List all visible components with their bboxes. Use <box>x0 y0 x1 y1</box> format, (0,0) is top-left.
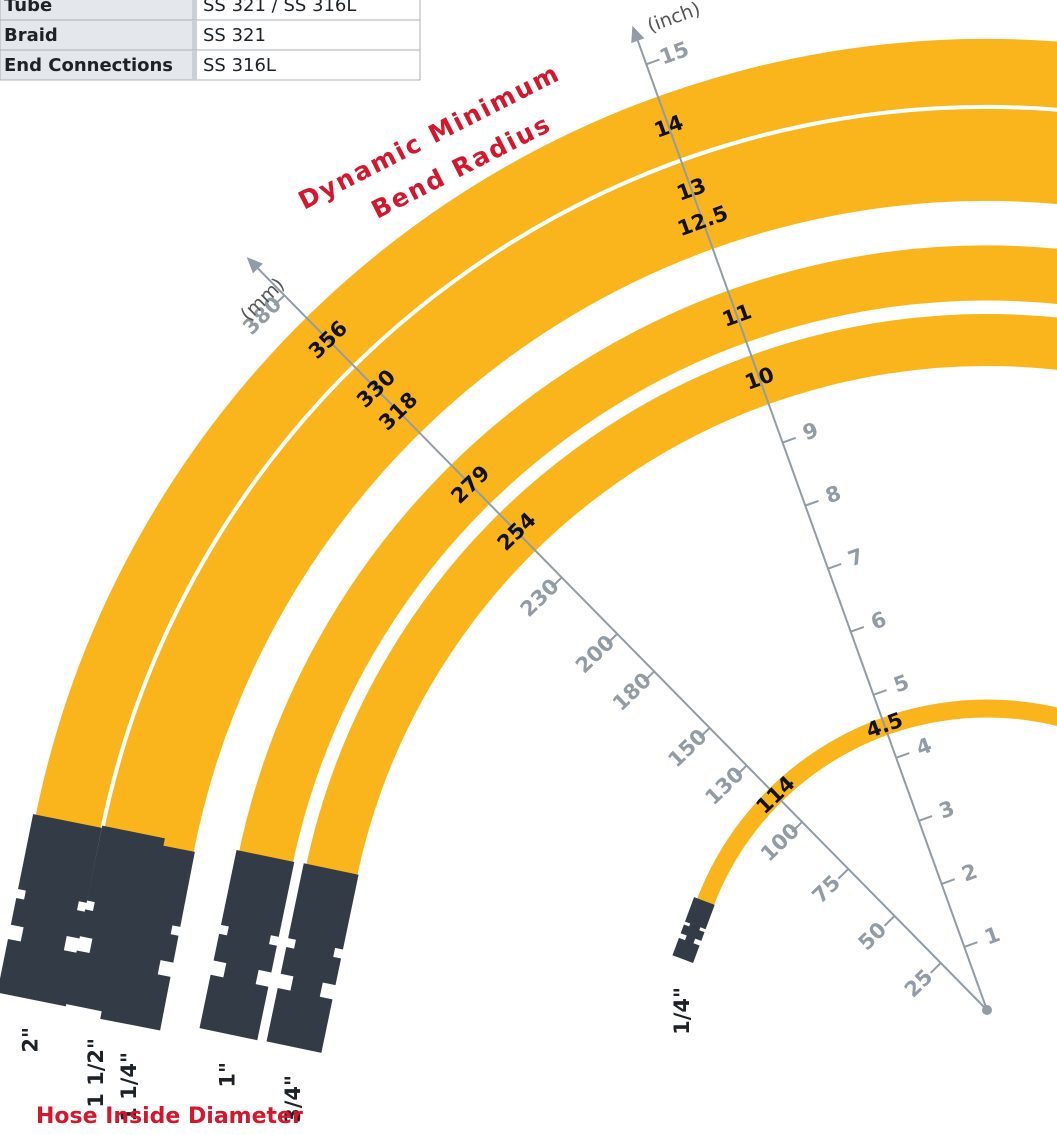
hose-fitting <box>672 897 715 963</box>
axis-tick <box>273 294 286 306</box>
axis-tick <box>735 764 748 777</box>
hose-band <box>104 109 1057 843</box>
axis-arrow <box>631 25 645 44</box>
axis-tick-label: 9 <box>799 418 821 446</box>
axis-tick-label: 100 <box>756 818 804 866</box>
table-divider <box>192 0 197 20</box>
axis-tick <box>918 815 933 822</box>
axis-origin <box>982 1005 992 1015</box>
hose-size-label: 1 1/4" <box>117 1052 141 1122</box>
table-divider <box>192 20 197 50</box>
hose-band <box>238 245 1057 866</box>
axis-tick-label: 150 <box>663 724 711 772</box>
bands <box>35 39 1057 909</box>
hose-size-label: 1" <box>215 1062 239 1088</box>
axis-tick <box>895 752 910 759</box>
inch-value: 4.5 <box>863 708 906 743</box>
axis-tick <box>698 727 711 739</box>
axis-tick-label: 75 <box>807 870 845 908</box>
axis-tick <box>606 633 618 645</box>
hose-size-label: 1 1/2" <box>84 1038 108 1108</box>
axis-tick <box>791 821 803 833</box>
material-table: Tube SS 321 / SS 316L Braid SS 321 End Conne… <box>0 0 421 81</box>
hose-fitting <box>100 840 195 1031</box>
axis-tick <box>850 626 865 633</box>
axis-tick-label: 7 <box>845 544 867 572</box>
axis-tick-label: 180 <box>608 668 656 716</box>
axis-tick-label: 15 <box>656 37 692 70</box>
hose-size-label: 2" <box>19 1027 43 1053</box>
axis-tick <box>645 58 660 66</box>
hose-size-label: 3/4" <box>281 1075 305 1123</box>
table-value: SS 321 / SS 316L <box>203 0 356 16</box>
axis-tick-label: 130 <box>700 762 748 810</box>
axis-tick-label: 5 <box>890 670 912 698</box>
axis-tick-label: 4 <box>913 733 935 761</box>
axis-tick-label: 25 <box>900 965 938 1003</box>
axis-tick <box>804 499 819 507</box>
table-value: SS 321 <box>203 25 266 46</box>
axis-arrow <box>246 257 263 274</box>
hose-fitting <box>266 863 359 1053</box>
table-label: Braid <box>4 25 58 46</box>
table-label: End Connections <box>4 55 173 76</box>
table-value: SS 316L <box>203 55 276 76</box>
axis-tick <box>941 878 956 885</box>
axis-tick <box>643 670 655 682</box>
axis-tick <box>827 562 842 570</box>
axis-tick-label: 6 <box>868 607 890 635</box>
axis-tick-label: 50 <box>854 917 892 955</box>
axis-tick-label: 2 <box>958 859 980 887</box>
hose-band <box>305 314 1057 879</box>
table-cell <box>192 49 421 81</box>
axis-tick <box>551 576 563 588</box>
hose-band <box>35 39 1057 832</box>
axis-line <box>636 40 988 1011</box>
axis-tick-label: 8 <box>822 481 844 509</box>
hose-size-label: 1/4" <box>670 987 694 1035</box>
table-cell <box>0 19 194 51</box>
axis-unit-label: (inch) <box>644 0 703 37</box>
axis-tick <box>883 915 896 927</box>
axis-tick-label: 1 <box>981 922 1003 950</box>
axis-line <box>257 267 988 1011</box>
axis-tick <box>837 868 850 880</box>
table-label: Tube <box>4 0 52 16</box>
axis-tick <box>930 962 942 974</box>
axis-tick-label: 3 <box>936 796 958 824</box>
hose-band <box>695 699 1057 909</box>
table-divider <box>192 50 197 80</box>
footer-title: Hose Inside Diameter <box>36 1104 303 1129</box>
axis-tick-label: 200 <box>571 630 619 678</box>
fittings <box>0 814 715 1053</box>
axis-tick-label: 230 <box>516 574 564 622</box>
hose-band <box>136 144 1057 856</box>
table-cell <box>192 19 421 51</box>
hose-fitting <box>0 814 102 1007</box>
axis-tick <box>963 941 978 948</box>
axis-tick <box>873 689 887 696</box>
axis-tick <box>782 436 797 444</box>
hose-fitting <box>199 849 295 1041</box>
